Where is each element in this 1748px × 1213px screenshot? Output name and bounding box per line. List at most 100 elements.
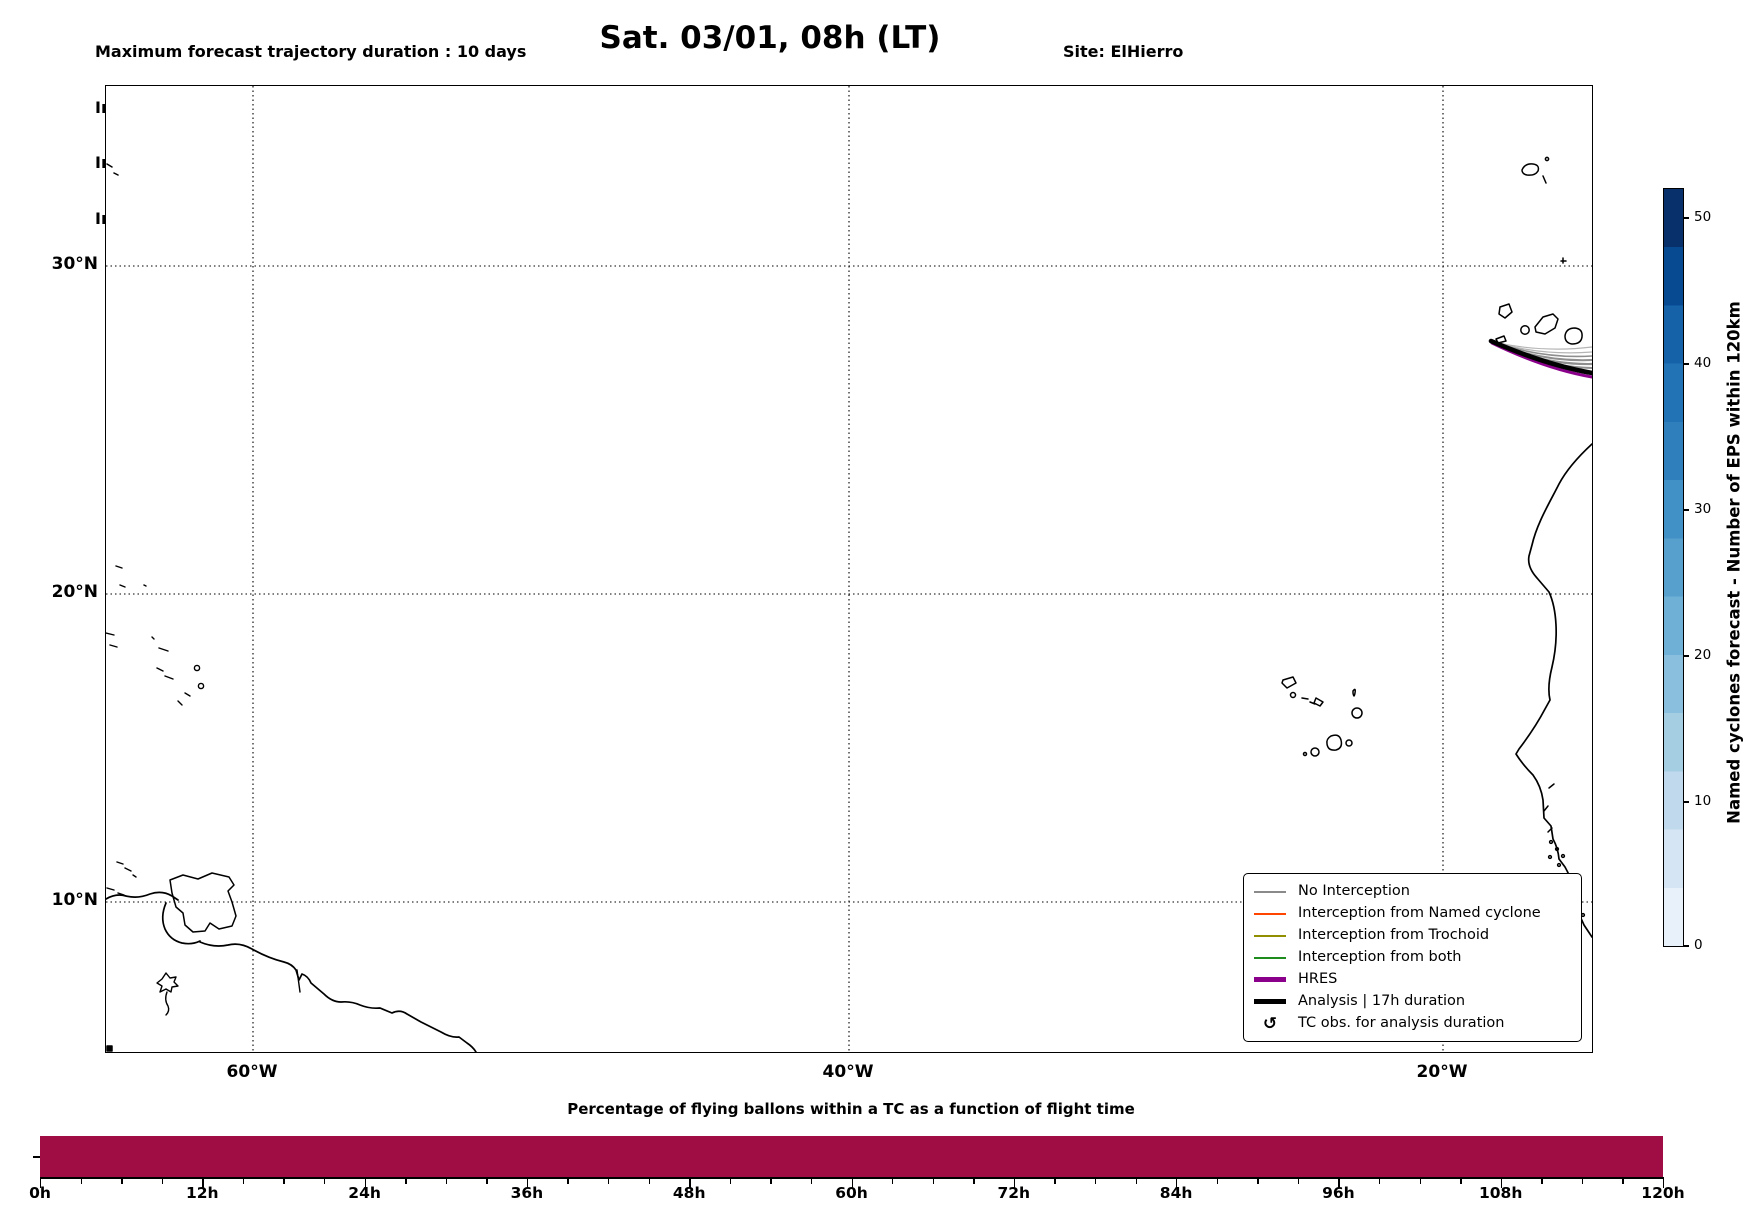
figure-title: Sat. 03/01, 08h (LT) [599, 20, 941, 56]
x-tick-label: 48h [672, 1184, 706, 1202]
lesser-antilles-coast [106, 565, 205, 896]
x-major-tick [40, 1179, 42, 1188]
x-major-tick [689, 1179, 691, 1188]
x-tick-label: 120h [1641, 1184, 1685, 1202]
analysis-line-swatch [1254, 999, 1286, 1004]
lon-label-40w: 40°W [822, 1062, 874, 1082]
x-minor-tick [608, 1179, 610, 1184]
x-tick-label: 84h [1159, 1184, 1193, 1202]
analysis-trajectory [1488, 338, 1592, 376]
selvagens-islet [1560, 257, 1567, 264]
colorbar-ticklabel-20: 20 [1694, 647, 1712, 663]
legend-label: Interception from both [1298, 949, 1462, 965]
tc-percentage-band [40, 1136, 1663, 1177]
x-major-tick [1663, 1179, 1665, 1188]
site-line: Site: ElHierro [1063, 42, 1184, 61]
x-tick-label: 96h [1322, 1184, 1355, 1202]
legend-label: TC obs. for analysis duration [1298, 1015, 1505, 1031]
x-minor-tick [1216, 1179, 1219, 1184]
eps-count-colorbar [1663, 188, 1684, 947]
strip-chart-title: Percentage of flying ballons within a TC… [567, 1100, 1135, 1118]
x-minor-tick [1622, 1179, 1624, 1184]
legend-item-named-cyclone: Interception from Named cyclone [1254, 906, 1571, 921]
x-minor-tick [729, 1179, 732, 1184]
madeira-coast [1521, 156, 1550, 184]
lat-label-10n: 10°N [51, 890, 98, 910]
legend-label: Interception from Named cyclone [1298, 905, 1541, 921]
colorbar-ticklabel-30: 30 [1694, 501, 1712, 517]
colorbar-ticklabel-40: 40 [1694, 355, 1712, 371]
colorbar-tick [1684, 801, 1689, 803]
legend-label: Interception from Trochoid [1298, 927, 1490, 943]
x-major-tick [364, 1179, 366, 1188]
x-minor-tick [892, 1179, 894, 1184]
x-minor-tick [324, 1179, 326, 1184]
x-minor-tick [567, 1179, 569, 1184]
x-minor-tick [242, 1179, 245, 1184]
x-tick-label: 108h [1478, 1184, 1523, 1202]
lon-label-20w: 20°W [1416, 1062, 1468, 1082]
x-minor-tick [810, 1179, 813, 1184]
x-major-tick [526, 1179, 529, 1188]
legend-item-hres: HRES [1254, 972, 1571, 987]
x-minor-tick [1541, 1179, 1543, 1184]
legend-item-trochoid: Interception from Trochoid [1254, 928, 1571, 943]
x-minor-tick [486, 1179, 488, 1184]
x-minor-tick [405, 1179, 407, 1184]
x-major-tick [1013, 1179, 1016, 1188]
cape-verde-coast [1281, 676, 1363, 757]
trinidad-coast [169, 872, 237, 933]
x-minor-tick [1257, 1179, 1259, 1184]
cyclone-marker-icon: ↺ [1262, 1013, 1278, 1034]
x-tick-label: 36h [510, 1184, 544, 1202]
x-minor-tick [283, 1179, 285, 1184]
x-major-tick [851, 1179, 853, 1188]
x-minor-tick [1094, 1179, 1097, 1184]
x-tick-label: 60h [835, 1184, 868, 1202]
x-minor-tick [80, 1179, 82, 1184]
hres-line-swatch [1254, 977, 1286, 982]
x-tick-label: 0h [29, 1184, 51, 1202]
x-minor-tick [1581, 1179, 1584, 1184]
legend-label: HRES [1298, 971, 1338, 987]
lon-label-60w: 60°W [226, 1062, 278, 1082]
map-legend: No Interception Interception from Named … [1243, 873, 1582, 1042]
strip-y-tick [33, 1156, 40, 1158]
x-minor-tick [1378, 1179, 1381, 1184]
lat-label-30n: 30°N [51, 254, 98, 274]
legend-label: Analysis | 17h duration [1298, 993, 1466, 1009]
colorbar-tick [1684, 655, 1689, 657]
lat-label-20n: 20°N [51, 582, 98, 602]
legend-item-analysis: Analysis | 17h duration [1254, 994, 1571, 1009]
x-major-tick [1500, 1179, 1503, 1188]
african-coast [1515, 443, 1592, 938]
south-america-coast [106, 891, 477, 1052]
legend-item-no-interception: No Interception [1254, 884, 1571, 899]
canary-islands-coast [1495, 303, 1583, 345]
legend-item-tc-obs: ↺ TC obs. for analysis duration [1254, 1013, 1571, 1034]
x-tick-label: 12h [185, 1184, 219, 1202]
strip-x-axis [40, 1177, 1664, 1179]
x-tick-label: 72h [997, 1184, 1031, 1202]
coastlines [106, 156, 1592, 1052]
named-cyclone-line-swatch [1254, 912, 1286, 915]
both-line-swatch [1254, 956, 1286, 959]
legend-label: No Interception [1298, 883, 1410, 899]
x-major-tick [202, 1179, 204, 1188]
x-minor-tick [1419, 1179, 1421, 1184]
coast-fragment-bottom-left [106, 1045, 113, 1052]
colorbar-tick [1684, 217, 1689, 219]
legend-item-both: Interception from both [1254, 950, 1571, 965]
x-minor-tick [1460, 1179, 1462, 1184]
colorbar-ticklabel-50: 50 [1694, 209, 1712, 225]
x-major-tick [1176, 1179, 1178, 1188]
colorbar-tick [1684, 509, 1689, 511]
no-interception-line-swatch [1254, 890, 1286, 893]
x-minor-tick [445, 1179, 448, 1184]
colorbar-ticklabel-10: 10 [1694, 793, 1712, 809]
x-minor-tick [1297, 1179, 1300, 1184]
x-minor-tick [1135, 1179, 1137, 1184]
x-minor-tick [121, 1179, 123, 1184]
max-duration-line: Maximum forecast trajectory duration : 1… [95, 42, 527, 61]
